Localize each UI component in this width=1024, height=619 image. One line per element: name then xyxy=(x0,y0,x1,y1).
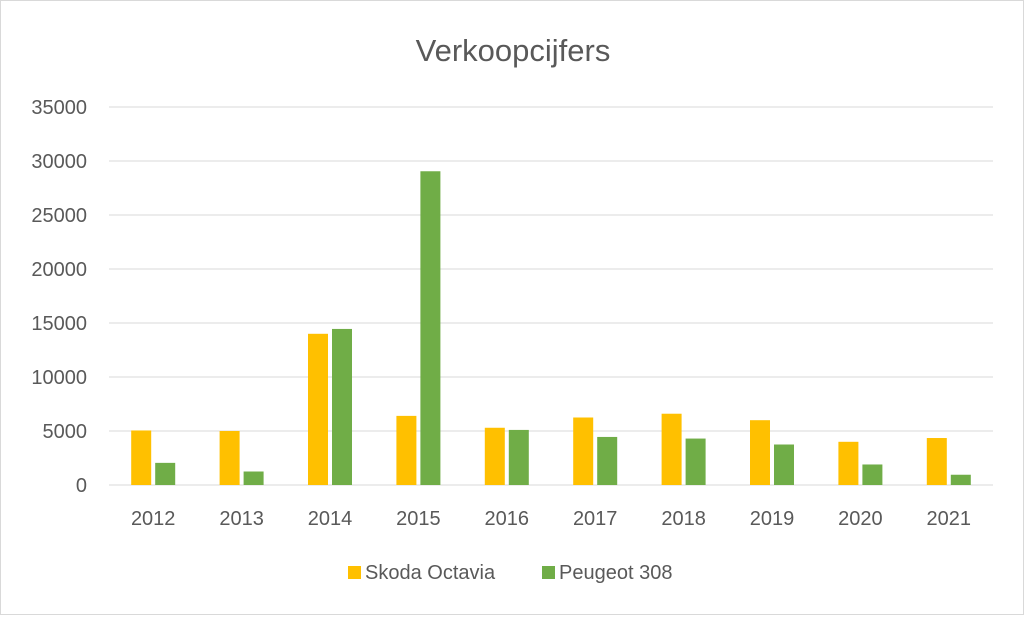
bar-skoda-octavia-2020 xyxy=(838,441,859,485)
x-tick-label: 2021 xyxy=(927,508,972,530)
bar-peugeot-308-2013 xyxy=(243,471,264,485)
legend-label: Peugeot 308 xyxy=(559,562,672,584)
y-tick-label: 5000 xyxy=(43,421,88,443)
x-tick-label: 2018 xyxy=(661,508,706,530)
bar-peugeot-308-2021 xyxy=(950,474,971,485)
y-tick-label: 10000 xyxy=(31,367,87,389)
bar-skoda-octavia-2013 xyxy=(219,431,240,485)
bar-skoda-octavia-2014 xyxy=(308,333,328,485)
bar-skoda-octavia-2012 xyxy=(131,430,152,485)
x-tick-label: 2017 xyxy=(573,508,618,530)
bar-skoda-octavia-2016 xyxy=(484,427,505,485)
bar-peugeot-308-2012 xyxy=(155,462,176,485)
y-axis-tick-labels: 0 5000 10000 15000 20000 25000 30000 35000 xyxy=(31,97,87,497)
y-tick-label: 20000 xyxy=(31,259,87,281)
legend-swatch-skoda-octavia xyxy=(348,566,361,579)
bar-skoda-octavia-2018 xyxy=(661,413,682,485)
legend-swatch-peugeot-308 xyxy=(542,566,555,579)
x-tick-label: 2012 xyxy=(131,508,176,530)
bar-peugeot-308-2015 xyxy=(420,171,441,485)
y-tick-label: 15000 xyxy=(31,313,87,335)
x-tick-label: 2020 xyxy=(838,508,883,530)
bar-peugeot-308-2020 xyxy=(862,464,883,485)
chart-title: Verkoopcijfers xyxy=(416,33,611,68)
y-tick-label: 0 xyxy=(76,475,87,497)
bar-skoda-octavia-2019 xyxy=(750,420,770,485)
bar-skoda-octavia-2017 xyxy=(573,417,594,485)
legend-label: Skoda Octavia xyxy=(365,562,496,584)
y-tick-label: 35000 xyxy=(31,97,87,119)
bar-skoda-octavia-2021 xyxy=(926,438,947,485)
legend: Skoda Octavia Peugeot 308 xyxy=(348,562,672,584)
y-tick-label: 25000 xyxy=(31,205,87,227)
x-tick-label: 2016 xyxy=(485,508,530,530)
bar-peugeot-308-2019 xyxy=(774,444,794,485)
x-tick-label: 2015 xyxy=(396,508,441,530)
bar-peugeot-308-2014 xyxy=(332,328,352,485)
y-tick-label: 30000 xyxy=(31,151,87,173)
gridlines xyxy=(109,106,993,486)
x-tick-label: 2014 xyxy=(308,508,353,530)
bar-peugeot-308-2018 xyxy=(685,438,706,485)
bar-peugeot-308-2017 xyxy=(597,436,618,485)
bar-peugeot-308-2016 xyxy=(508,429,529,485)
bar-skoda-octavia-2015 xyxy=(396,415,417,485)
x-axis-tick-labels: 2012 2013 2014 2015 2016 2017 2018 2019 2020 2021 xyxy=(131,508,971,530)
bars xyxy=(131,171,971,485)
x-tick-label: 2019 xyxy=(750,508,795,530)
x-tick-label: 2013 xyxy=(219,508,264,530)
